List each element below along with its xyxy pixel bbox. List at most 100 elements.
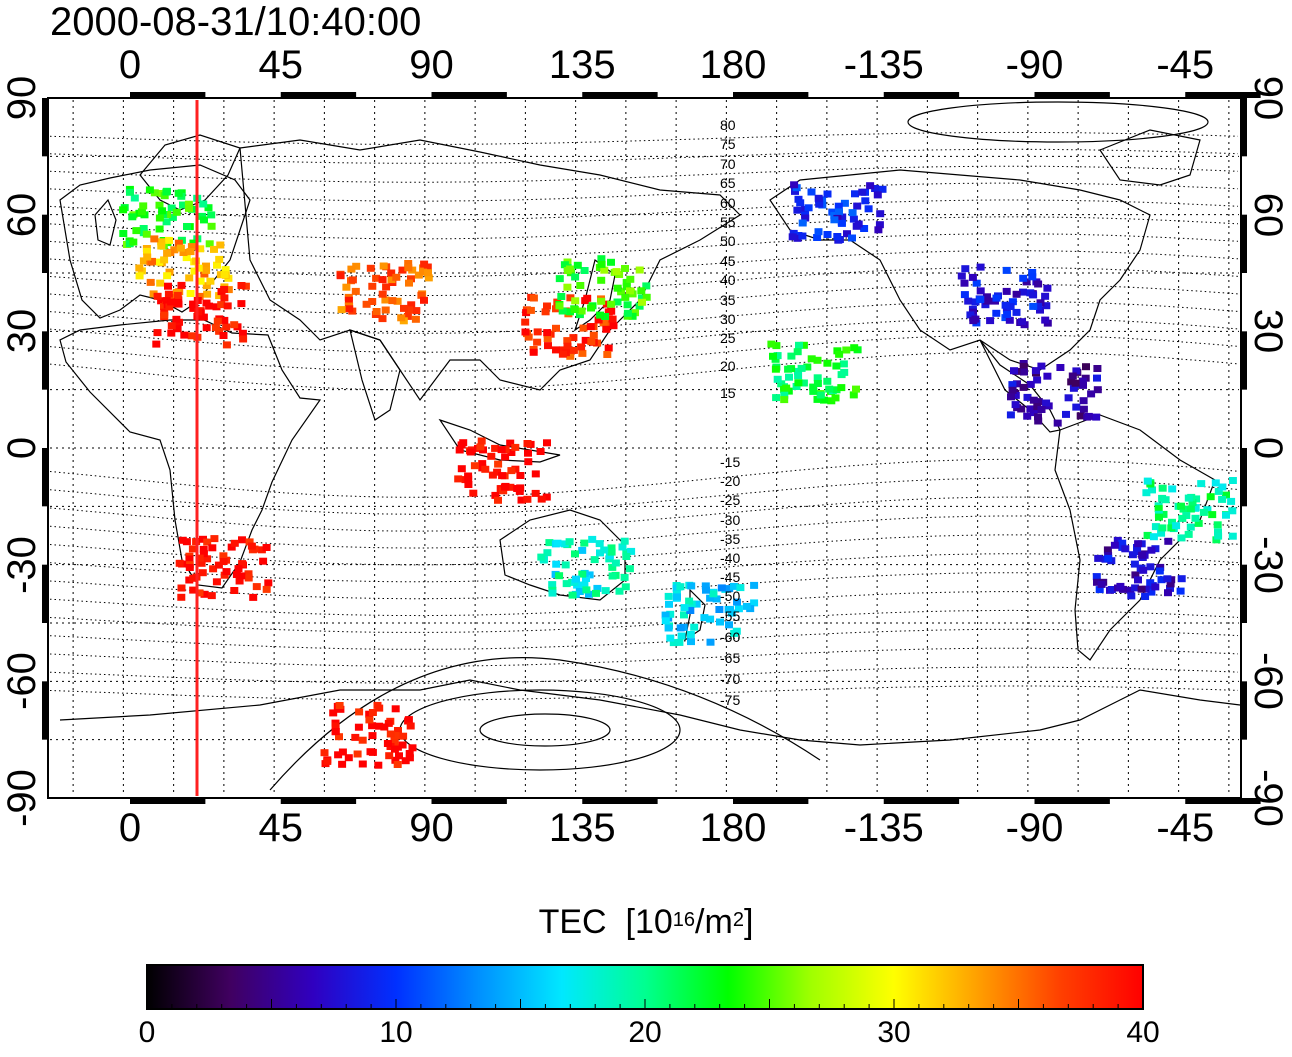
tec-cell [331,728,340,736]
contour-label: 25 [720,330,736,347]
tec-cell [804,204,813,212]
tec-cell [206,277,215,285]
contour-label: -50 [720,588,741,605]
tec-cell [180,331,189,339]
tec-cell [210,535,219,543]
tec-cell [177,281,186,289]
tec-cell [202,266,211,274]
tec-cell [224,286,233,294]
tec-cell [220,285,229,293]
tec-cell [1093,374,1101,382]
tec-cell [573,261,582,269]
tec-cell [1034,417,1043,425]
tec-cell [1218,483,1227,491]
contour-line [49,591,1239,617]
tec-cell [798,232,807,240]
tec-cell [543,329,552,337]
tec-cell [1228,507,1237,515]
tec-cell [1143,531,1152,539]
tec-cell [507,449,516,456]
tec-cell [143,247,151,255]
tec-cell [813,234,822,241]
tec-cell [488,471,497,479]
tec-cell [780,391,789,399]
tec-cell [637,294,646,302]
tec-cell [642,282,651,290]
tec-cell [470,462,479,470]
tec-cell [864,205,873,213]
tec-cell [1056,364,1065,371]
tec-cell [493,468,502,476]
contour-label: -55 [720,607,741,624]
tec-cell [1071,379,1080,387]
tec-cell [358,760,367,768]
tec-cell [661,617,670,625]
tec-cell [565,538,574,546]
tec-cell [878,185,887,193]
tec-cell [414,271,423,279]
tec-cell [850,344,859,352]
tec-cell [664,624,673,632]
tec-cell [1151,583,1160,591]
tec-cell [814,194,823,202]
tec-cell [119,230,128,237]
tec-cell [202,262,210,270]
contour-line [49,131,1239,145]
tec-cell [150,189,159,197]
tec-cell [578,546,587,554]
tec-cell [1168,485,1177,493]
tec-cell [1042,399,1051,407]
tec-cell [596,549,604,557]
tec-cell [842,346,851,354]
tec-cell [393,297,402,305]
tec-cell [664,592,673,600]
tec-cell [135,272,144,280]
bottom-longitude-label: 90 [409,806,454,850]
tec-cell [709,590,718,598]
tec-cell [1095,586,1104,594]
tec-cell [767,340,776,348]
tec-cell [1208,511,1217,519]
tec-cell [200,590,209,598]
tec-cell [344,754,353,762]
tec-cell [507,467,516,475]
tec-cell [368,298,377,305]
tec-cell [216,241,225,249]
tec-cell [521,328,530,336]
tec-cell [771,365,780,373]
tec-cell [262,585,271,593]
tec-cell [1133,544,1141,551]
tec-cell [1142,489,1151,497]
tec-cell [1155,567,1164,575]
tec-cell [843,230,851,238]
tec-cell [680,604,689,612]
coastline-uk [94,198,117,246]
tec-cell [392,273,401,281]
tec-cell [178,536,187,544]
tec-cell [179,201,187,209]
coastline-india [349,329,401,421]
tec-cell [487,452,496,460]
contour-label: 75 [720,136,736,153]
tec-cell [687,582,696,590]
top-tick-bar [1034,92,1110,98]
colorbar-title: TEC [1016/m2] [0,902,1292,942]
tec-cell [782,384,791,392]
tec-cell [784,365,793,373]
tec-cell [355,708,364,716]
tec-cell [1176,587,1185,595]
tec-cell [780,396,789,404]
tec-cell [580,539,589,547]
tec-cell [582,586,591,594]
tec-cell [615,587,624,595]
coastline-antarctica [59,679,1241,746]
tec-cell [835,208,843,216]
tec-cell [570,306,579,313]
tec-cell [566,352,575,360]
tec-cell [199,550,208,558]
tec-cell [1036,306,1044,314]
bottom-tick-bar [431,798,507,804]
contour-line [49,165,1239,183]
tec-cell [587,338,596,346]
tec-cell [1191,504,1200,512]
